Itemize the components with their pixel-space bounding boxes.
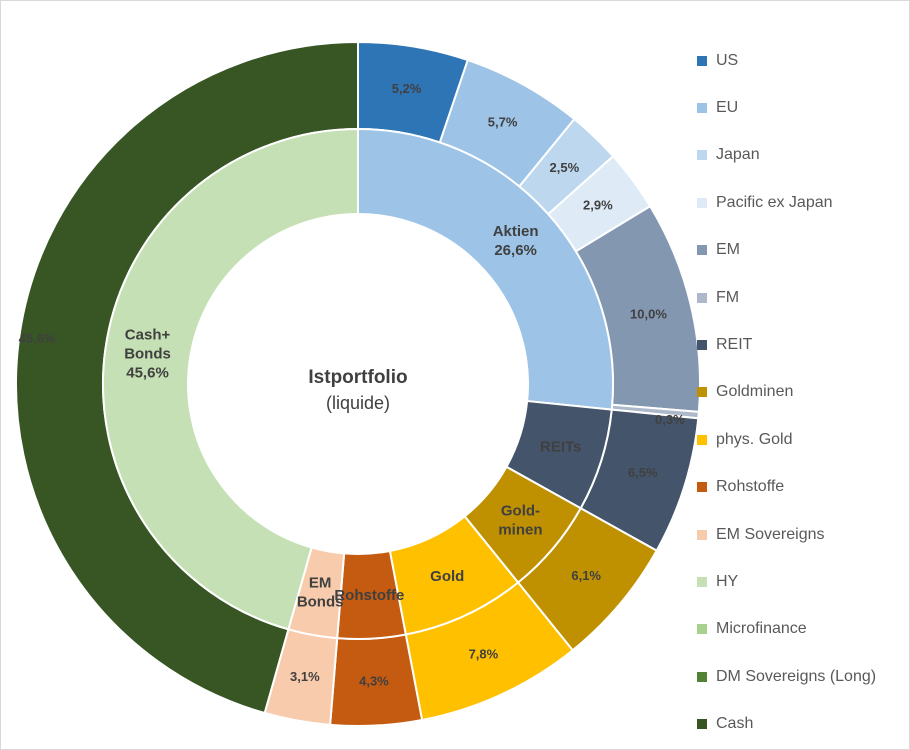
legend-item-em: EM [697,227,876,274]
legend-swatch-em-sovereigns [697,529,707,540]
inner-label-reits-line-1: REITs [540,439,581,456]
inner-label-goldminen-line-1: Gold- [501,502,540,519]
legend-label-japan: Japan [716,146,760,164]
inner-label-em-bonds-line-2: Bonds [297,594,344,611]
outer-label-pacific-ex-japan: 2,9% [583,198,613,213]
legend-label-reit: REIT [716,336,753,354]
legend-swatch-phys-gold [697,434,707,445]
legend-item-reit: REIT [697,321,876,368]
inner-label-goldminen-line-2: minen [498,521,542,538]
legend-item-us: US [697,37,876,84]
legend-item-japan: Japan [697,132,876,179]
legend-swatch-microfinance [697,624,707,635]
legend-label-pacific-ex-japan: Pacific ex Japan [716,193,833,211]
legend-label-dm-sovereigns-long: DM Sovereigns (Long) [716,667,877,685]
legend-label-hy: HY [716,572,739,590]
legend-swatch-eu [697,103,707,114]
legend-swatch-japan [697,150,707,161]
outer-label-goldminen: 6,1% [571,568,601,583]
legend-item-dm-sovereigns-long: DM Sovereigns (Long) [697,653,876,700]
outer-label-rohstoffe: 4,3% [359,674,389,689]
legend-label-goldminen: Goldminen [716,383,794,401]
outer-ring [15,40,701,727]
inner-label-aktien-line-1: Aktien [493,223,539,240]
legend-item-goldminen: Goldminen [697,369,876,416]
legend-label-em-sovereigns: EM Sovereigns [716,525,825,543]
legend-swatch-us [697,55,707,66]
center-title: Istportfolio [308,367,407,388]
inner-label-aktien-line-2: 26,6% [494,242,537,259]
inner-ring-slice-aktien [357,127,615,411]
legend-swatch-hy [697,576,707,587]
legend-item-pacific-ex-japan: Pacific ex Japan [697,179,876,226]
legend-label-rohstoffe: Rohstoffe [716,478,785,496]
inner-label-cash-bonds-line-3: 45,6% [126,365,169,382]
inner-label-cash-bonds-line-1: Cash+ [125,327,171,344]
inner-ring-slice-cash-bonds [102,127,359,631]
legend-swatch-reit [697,340,707,351]
inner-ring [102,127,615,640]
legend-label-microfinance: Microfinance [716,620,807,638]
legend-label-us: US [716,51,739,69]
outer-label-reit: 6,5% [628,465,658,480]
legend-item-hy: HY [697,558,876,605]
legend-label-phys-gold: phys. Gold [716,430,793,448]
legend-item-microfinance: Microfinance [697,606,876,653]
legend-item-phys-gold: phys. Gold [697,416,876,463]
legend-swatch-fm [697,292,707,303]
legend-swatch-dm-sovereigns-long [697,671,707,682]
inner-label-em-bonds-line-1: EM [309,575,332,592]
outer-label-us: 5,2% [392,81,422,96]
outer-label-phys-gold: 7,8% [469,646,499,661]
inner-label-gold-line-1: Gold [430,568,464,585]
legend-swatch-goldminen [697,387,707,398]
legend-label-cash: Cash [716,715,754,733]
legend: US EU Japan Pacific ex Japan EM FM REIT Goldmin… [697,37,876,748]
legend-swatch-rohstoffe [697,482,707,493]
legend-swatch-cash [697,719,707,730]
legend-item-cash: Cash [697,700,876,747]
legend-label-em: EM [716,241,740,259]
legend-label-fm: FM [716,288,740,306]
legend-item-eu: EU [697,84,876,131]
legend-item-rohstoffe: Rohstoffe [697,464,876,511]
inner-label-cash-bonds-line-2: Bonds [124,346,171,363]
outer-label-em: 10,0% [630,307,667,322]
outer-label-eu: 5,7% [488,114,518,129]
legend-swatch-em [697,245,707,256]
legend-swatch-pacific-ex-japan [697,197,707,208]
inner-label-rohstoffe-line-1: Rohstoffe [334,587,404,604]
outer-ring-labels: 5,2% 5,7% 2,5% 2,9% 10,0% 0,3% 6,5% 6,1% 7,8% 4,3… [19,81,685,689]
outer-label-cash: 45,6% [19,331,56,346]
inner-ring-labels: Aktien 26,6% REITs Gold-minen Gold RohstoffeE… [124,223,581,611]
legend-item-fm: FM [697,274,876,321]
outer-label-em-sovereigns: 3,1% [290,669,320,684]
center-subtitle: (liquide) [326,393,390,413]
legend-item-em-sovereigns: EM Sovereigns [697,511,876,558]
legend-label-eu: EU [716,99,739,117]
outer-label-japan: 2,5% [550,160,580,175]
outer-label-fm: 0,3% [655,412,685,427]
